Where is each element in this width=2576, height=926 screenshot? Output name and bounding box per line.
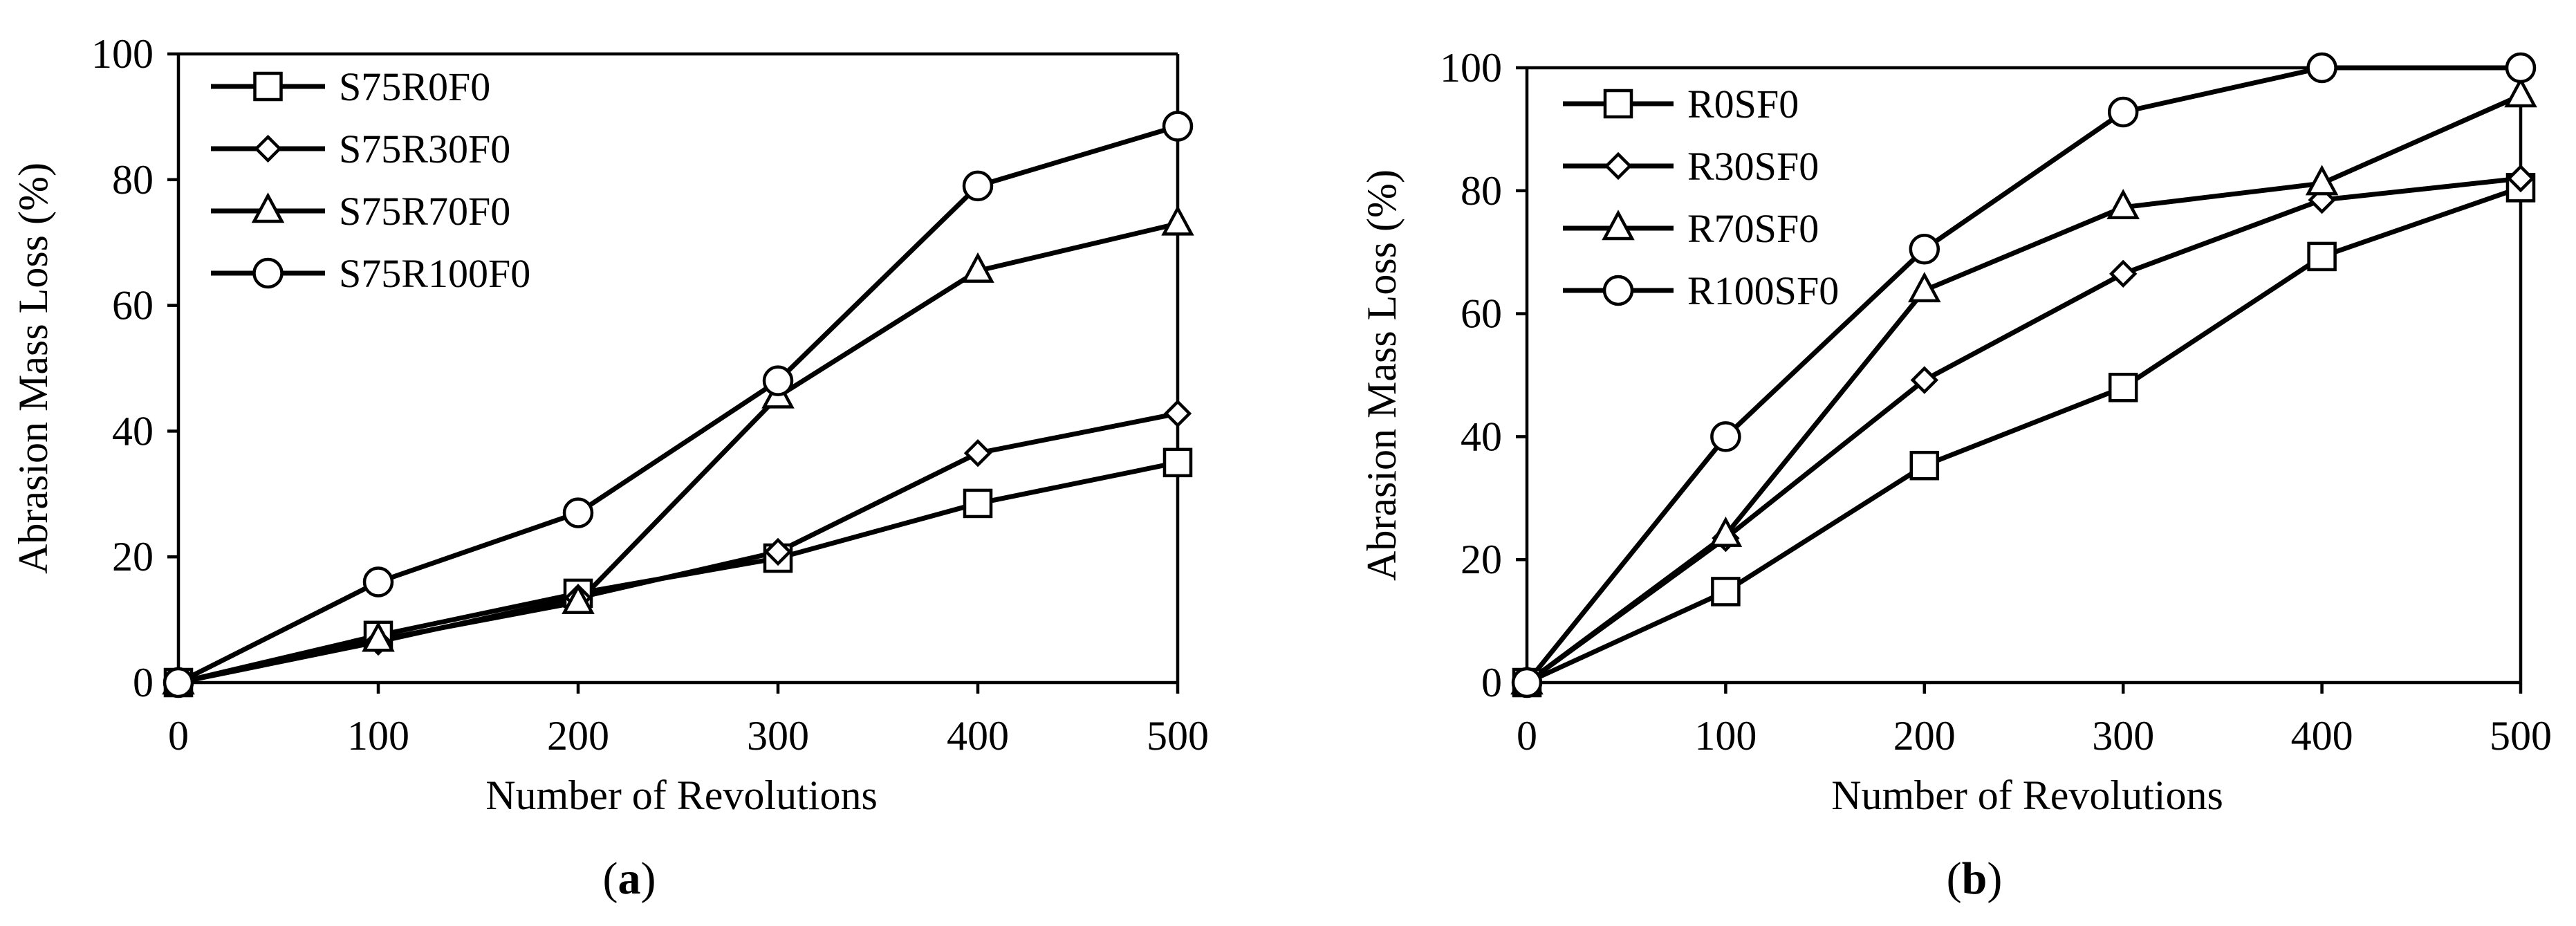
- legend-label-S75R0F0: S75R0F0: [339, 64, 490, 109]
- legend-label-R70SF0: R70SF0: [1687, 206, 1819, 251]
- y-tick-label: 20: [1461, 537, 1502, 582]
- y-tick-label: 100: [91, 31, 154, 77]
- series-line-R70SF0: [1524, 93, 2523, 685]
- legend-label-S75R70F0: S75R70F0: [339, 189, 510, 234]
- x-tick-label: 300: [2092, 713, 2154, 759]
- x-tick-label: 300: [747, 713, 809, 759]
- x-tick-label: 200: [547, 713, 609, 759]
- data-point-S75R100F0: [562, 497, 594, 528]
- data-point-S75R100F0: [163, 667, 194, 698]
- x-tick-label: 400: [947, 713, 1009, 759]
- y-tick-label: 60: [112, 283, 154, 328]
- data-point-R70SF0: [2106, 189, 2140, 220]
- panel-caption: (b): [1947, 853, 2003, 904]
- x-tick-label: 400: [2291, 713, 2353, 759]
- y-tick-label: 20: [112, 534, 154, 580]
- x-tick-label: 200: [1893, 713, 1956, 759]
- panel-b: 0 20 40 60 80 100 0 100 200 300 400 500 Number of Re…: [1359, 45, 2552, 904]
- data-point-R0SF0: [2108, 373, 2138, 402]
- data-point-S75R100F0: [962, 170, 994, 202]
- data-point-S75R100F0: [1162, 111, 1194, 142]
- data-point-S75R70F0: [362, 621, 395, 652]
- series-line-S75R70F0: [176, 221, 1180, 685]
- data-point-R30SF0: [1910, 366, 1938, 394]
- x-tick-label: 100: [1694, 713, 1757, 759]
- y-tick-label: 40: [112, 408, 154, 454]
- legend-label-R30SF0: R30SF0: [1687, 144, 1819, 189]
- legend-marker: [254, 134, 282, 163]
- data-point-S75R70F0: [961, 252, 994, 283]
- caption-close-paren: ): [1987, 853, 2002, 904]
- data-point-R70SF0: [1908, 272, 1941, 303]
- y-tick-label: 0: [133, 660, 154, 705]
- data-point-S75R0F0: [1162, 447, 1193, 478]
- panel-a: 0 20 40 60 80 100 0 100 200 300 400 500 Number of Re…: [10, 31, 1209, 904]
- x-axis-title: Number of Revolutions: [1831, 772, 2223, 818]
- y-tick-label: 60: [1461, 291, 1502, 337]
- data-point-R0SF0: [2307, 241, 2337, 272]
- y-axis-title: Abrasion Mass Loss (%): [10, 163, 56, 574]
- legend-marker: [1602, 210, 1635, 241]
- data-point-S75R0F0: [963, 488, 993, 519]
- data-point-R70SF0: [2504, 77, 2537, 108]
- y-tick-label: 40: [1461, 414, 1502, 459]
- data-point-R100SF0: [2505, 52, 2537, 84]
- x-tick-label: 100: [347, 713, 409, 759]
- data-point-R100SF0: [1511, 667, 1543, 698]
- legend-marker: [253, 71, 283, 102]
- legend-marker: [251, 192, 285, 223]
- y-tick-label: 0: [1481, 660, 1502, 705]
- legend-marker: [1602, 275, 1634, 306]
- data-point-R30SF0: [2506, 164, 2535, 193]
- caption-open-paren: (: [1947, 853, 1962, 904]
- panel-caption: (a): [603, 853, 656, 904]
- data-point-R30SF0: [2109, 259, 2138, 288]
- legend-marker: [1604, 151, 1633, 180]
- data-point-R100SF0: [2306, 52, 2337, 84]
- data-point-R0SF0: [1909, 450, 1940, 481]
- series-line-R30SF0: [1524, 176, 2523, 685]
- legend-label-S75R100F0: S75R100F0: [339, 251, 530, 296]
- x-tick-label: 500: [1147, 713, 1209, 759]
- data-point-R100SF0: [2107, 96, 2139, 128]
- series-line-S75R30F0: [176, 411, 1180, 685]
- caption-open-paren: (: [603, 853, 618, 904]
- data-point-R70SF0: [1709, 516, 1743, 547]
- legend-label-R100SF0: R100SF0: [1687, 268, 1839, 313]
- data-point-S75R100F0: [362, 566, 394, 598]
- y-tick-label: 80: [1461, 168, 1502, 214]
- legend-label-R0SF0: R0SF0: [1687, 82, 1799, 127]
- data-point-S75R70F0: [562, 583, 595, 614]
- x-axis-title: Number of Revolutions: [485, 772, 878, 818]
- series-line-R0SF0: [1524, 185, 2523, 685]
- data-point-R100SF0: [1909, 234, 1940, 265]
- legend-marker: [1603, 89, 1633, 119]
- caption-close-paren: ): [641, 853, 656, 904]
- data-point-R100SF0: [1710, 421, 1741, 452]
- data-point-S75R30F0: [763, 537, 793, 566]
- data-point-S75R100F0: [762, 365, 794, 396]
- caption-letter: b: [1962, 853, 1987, 904]
- data-point-R70SF0: [2305, 165, 2339, 196]
- legend-label-S75R30F0: S75R30F0: [339, 127, 510, 172]
- series-line-S75R100F0: [176, 124, 1180, 685]
- series-line-R100SF0: [1524, 65, 2523, 685]
- y-tick-label: 100: [1440, 45, 1502, 91]
- y-axis-title: Abrasion Mass Loss (%): [1359, 169, 1405, 581]
- data-point-S75R70F0: [1161, 205, 1194, 236]
- data-point-S75R30F0: [1163, 399, 1192, 428]
- legend-marker: [252, 257, 284, 289]
- caption-letter: a: [618, 853, 641, 904]
- data-point-R0SF0: [1711, 577, 1741, 606]
- x-tick-label: 500: [2490, 713, 2552, 759]
- x-tick-label: 0: [1517, 713, 1537, 759]
- x-tick-label: 0: [168, 713, 189, 759]
- y-tick-label: 80: [112, 157, 154, 203]
- data-point-S75R30F0: [963, 439, 992, 467]
